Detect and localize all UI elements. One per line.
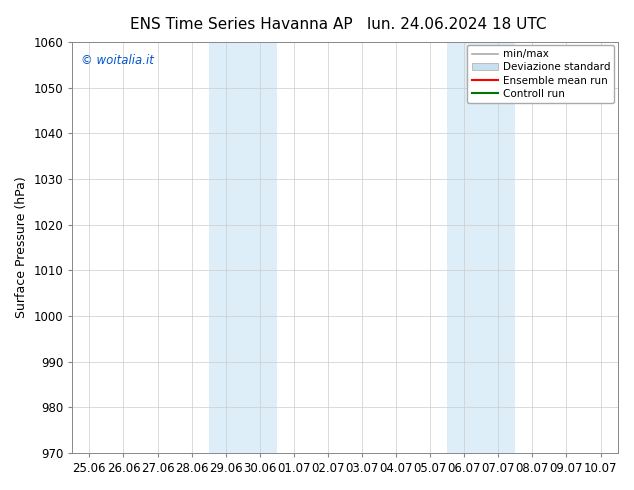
Text: lun. 24.06.2024 18 UTC: lun. 24.06.2024 18 UTC — [366, 17, 547, 32]
Bar — [447, 42, 515, 453]
Bar — [209, 42, 277, 453]
Legend: min/max, Deviazione standard, Ensemble mean run, Controll run: min/max, Deviazione standard, Ensemble m… — [467, 45, 614, 103]
Text: © woitalia.it: © woitalia.it — [81, 54, 153, 68]
Y-axis label: Surface Pressure (hPa): Surface Pressure (hPa) — [15, 176, 28, 318]
Text: ENS Time Series Havanna AP: ENS Time Series Havanna AP — [129, 17, 353, 32]
